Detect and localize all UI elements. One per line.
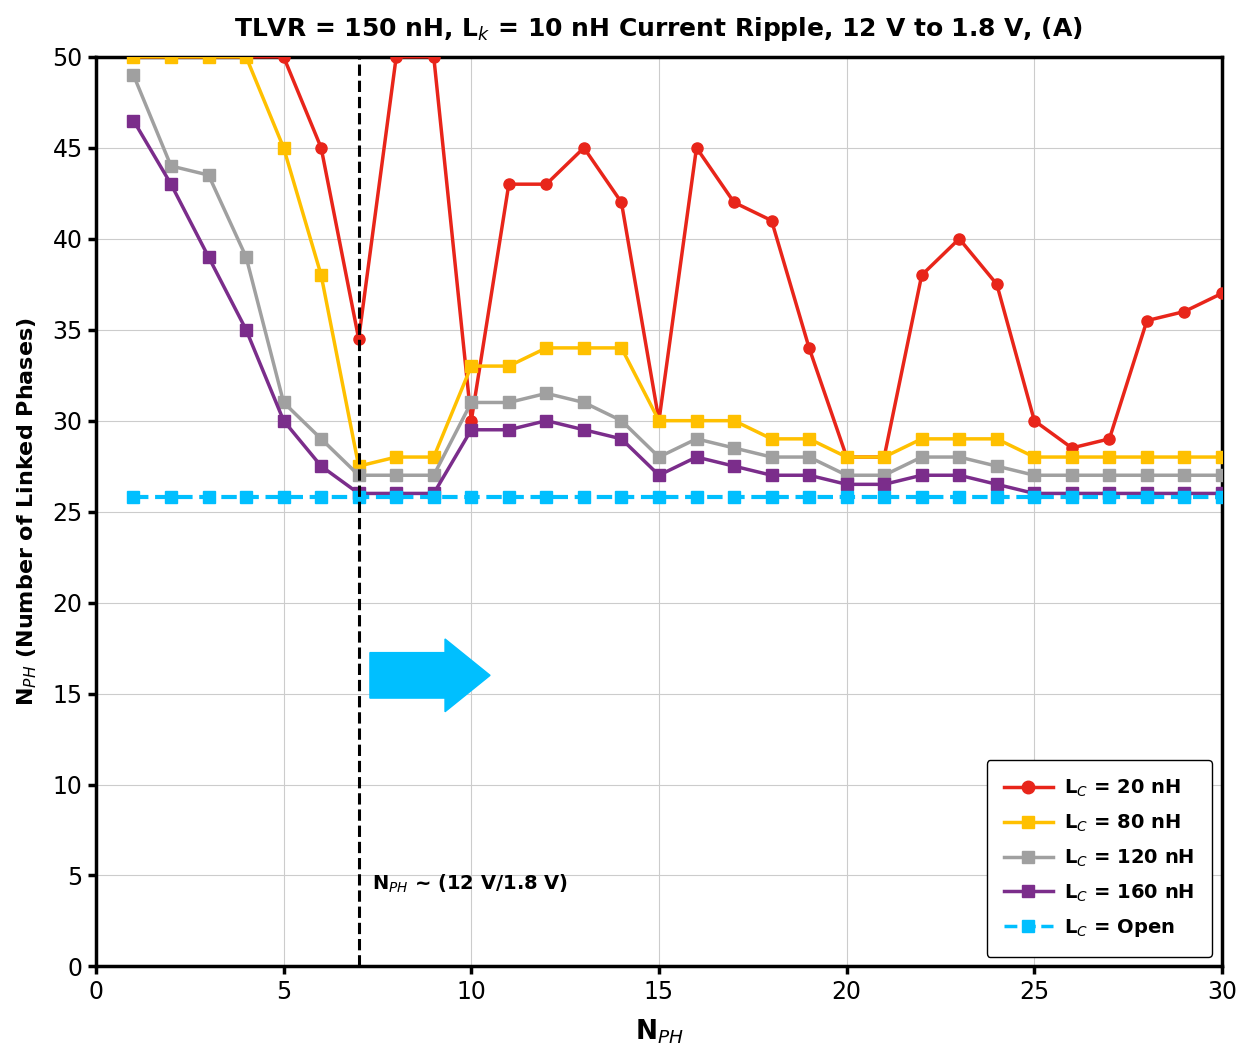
Text: N$_{PH}$ ~ (12 V/1.8 V): N$_{PH}$ ~ (12 V/1.8 V) [372,873,567,895]
FancyArrow shape [369,639,490,712]
Legend: L$_C$ = 20 nH, L$_C$ = 80 nH, L$_C$ = 120 nH, L$_C$ = 160 nH, L$_C$ = Open: L$_C$ = 20 nH, L$_C$ = 80 nH, L$_C$ = 12… [987,760,1212,957]
Title: TLVR = 150 nH, L$_k$ = 10 nH Current Ripple, 12 V to 1.8 V, (A): TLVR = 150 nH, L$_k$ = 10 nH Current Rip… [234,15,1083,44]
Y-axis label: N$_{PH}$ (Number of Linked Phases): N$_{PH}$ (Number of Linked Phases) [15,317,39,706]
X-axis label: N$_{PH}$: N$_{PH}$ [635,1017,684,1046]
